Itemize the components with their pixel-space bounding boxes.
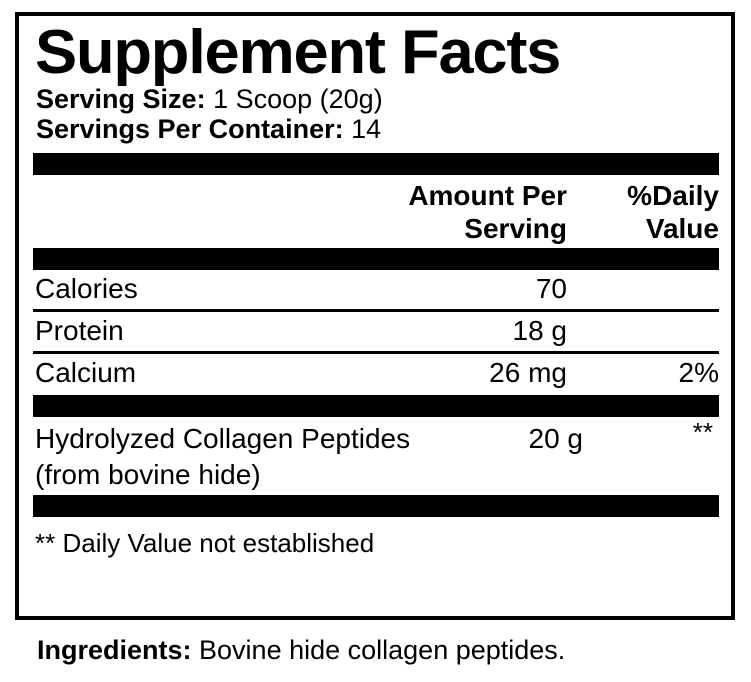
rule-thick-top	[33, 153, 719, 175]
column-header-daily-value: %Daily Value	[567, 179, 719, 245]
ingredients-line: Ingredients: Bovine hide collagen peptid…	[37, 634, 565, 666]
nutrient-row-protein: Protein 18 g	[33, 312, 719, 351]
rule-thick-bottom	[33, 495, 719, 517]
column-headers: Amount Per Serving %Daily Value	[33, 175, 719, 248]
serving-size-line: Serving Size: 1 Scoop (20g)	[33, 84, 719, 114]
nutrient-row-calcium: Calcium 26 mg 2%	[33, 354, 719, 393]
nutrient-name: Calcium	[35, 357, 137, 388]
panel-inner: Supplement Facts Serving Size: 1 Scoop (…	[33, 22, 719, 616]
amount-per-serving-line2: Serving	[464, 213, 567, 244]
rule-thick-below-headers	[33, 248, 719, 270]
rule-thin-1	[33, 309, 719, 312]
nutrient-amount: 26 mg	[489, 357, 567, 388]
ingredients-value: Bovine hide collagen peptides.	[199, 635, 566, 665]
nutrient-row-hydrolyzed-collagen-peptides: Hydrolyzed Collagen Peptides (from bovin…	[33, 417, 719, 495]
daily-value-footnote: ** Daily Value not established	[35, 528, 375, 558]
servings-per-container-label: Servings Per Container:	[36, 114, 344, 144]
rule-thin-2	[33, 351, 719, 354]
page-title: Supplement Facts	[35, 18, 561, 87]
nutrient-daily-value: 2%	[678, 357, 719, 388]
daily-value-line2: Value	[645, 213, 719, 244]
nutrient-amount: 20 g	[528, 423, 584, 454]
column-header-amount-per-serving: Amount Per Serving	[327, 179, 567, 245]
supplement-facts-panel: Supplement Facts Serving Size: 1 Scoop (…	[15, 12, 735, 620]
daily-value-line1: %Daily	[627, 180, 719, 211]
nutrient-name: Calories	[35, 273, 138, 304]
ingredients-label: Ingredients:	[37, 635, 192, 665]
nutrient-amount: 18 g	[512, 315, 568, 346]
amount-per-serving-line1: Amount Per	[408, 180, 567, 211]
serving-size-value: 1 Scoop (20g)	[213, 84, 383, 114]
nutrient-name: Hydrolyzed Collagen Peptides (from bovin…	[35, 423, 411, 490]
servings-per-container-line: Servings Per Container: 14	[33, 114, 719, 144]
serving-size-label: Serving Size:	[36, 84, 206, 114]
nutrient-amount: 70	[535, 273, 567, 304]
nutrient-daily-value: **	[692, 417, 713, 447]
nutrient-row-calories: Calories 70	[33, 270, 719, 309]
rule-thick-mid	[33, 395, 719, 417]
nutrient-name: Protein	[35, 315, 124, 346]
servings-per-container-value: 14	[351, 114, 382, 144]
